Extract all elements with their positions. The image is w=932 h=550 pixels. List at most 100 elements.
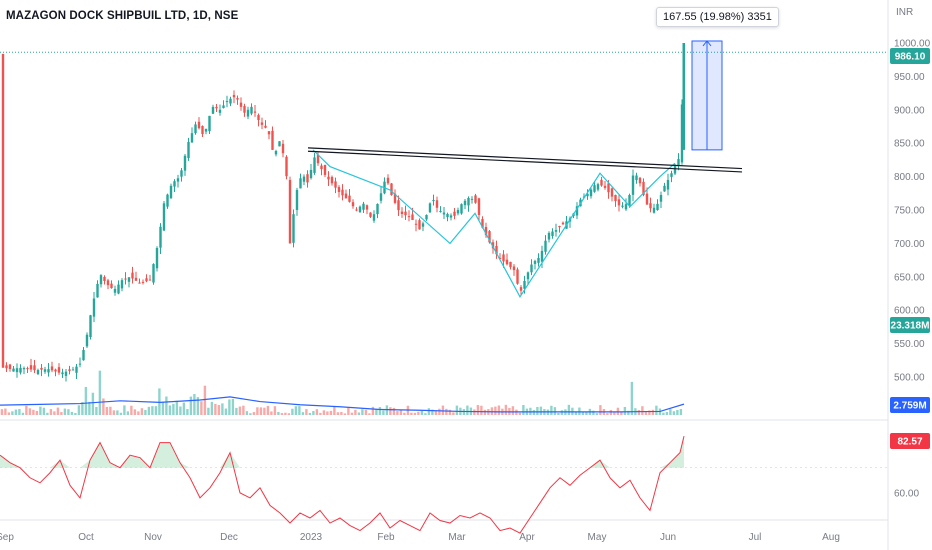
candle-body (554, 230, 558, 232)
candle-body (197, 121, 201, 129)
rsi-tick-label: 60.00 (894, 488, 919, 499)
last-price-badge-bg (890, 48, 930, 64)
candle-body (488, 231, 491, 243)
candle-body (253, 111, 257, 113)
candle-body (180, 170, 183, 177)
price-tick-label: 700.00 (894, 239, 925, 250)
time-tick-label: May (588, 532, 607, 543)
volume-bar (263, 407, 266, 415)
volume-bar (504, 404, 508, 415)
volume-bar (53, 411, 56, 415)
volume-bar (39, 406, 42, 415)
candle-body (96, 283, 99, 298)
candle-body (19, 367, 22, 373)
candle-body (15, 368, 19, 373)
volume-bar (644, 411, 648, 415)
candle-body (372, 214, 376, 221)
candle-body (246, 109, 250, 117)
volume-bar (438, 408, 441, 415)
candle-body (551, 231, 554, 237)
candle-body (155, 247, 159, 269)
volume-bar (560, 410, 564, 415)
volume-bar (32, 409, 35, 415)
volume-bar (630, 381, 634, 415)
candle-body (201, 126, 204, 135)
candle-body (358, 206, 362, 212)
volume-bar (497, 405, 501, 415)
candle-body (5, 365, 8, 369)
volume-bar (249, 413, 252, 415)
rsi-badge-bg (890, 433, 930, 449)
candle-body (239, 102, 243, 107)
volume-bar (312, 410, 315, 415)
volume-bar (455, 405, 459, 415)
volume-bar (315, 409, 319, 415)
candle-body (169, 185, 173, 199)
volume-bar (627, 410, 630, 415)
volume-bar (536, 406, 539, 415)
volume-bar (308, 412, 312, 415)
rsi-overbought-fill (0, 436, 684, 468)
volume-bar (203, 385, 207, 415)
candle-body (85, 334, 89, 347)
volume-bar (28, 408, 32, 415)
candle-body (589, 189, 593, 197)
candle-body (491, 242, 495, 249)
candle-body (278, 141, 281, 147)
volume-bar (238, 406, 242, 415)
volume-bar (382, 410, 385, 415)
candle-body (334, 181, 337, 188)
candle-body (176, 178, 180, 182)
volume-bar (368, 413, 371, 415)
volume-bar (42, 407, 46, 415)
candle-body (656, 203, 659, 211)
candle-body (64, 371, 68, 376)
volume-bar (420, 410, 424, 415)
volume-bar (343, 413, 347, 415)
volume-bar (427, 408, 431, 415)
candle-body (12, 368, 15, 372)
volume-series (0, 370, 683, 415)
candle-body (190, 133, 194, 143)
candle-body (71, 369, 75, 371)
volume-bar (480, 405, 483, 415)
volume-bar (553, 407, 557, 415)
candle-body (663, 185, 666, 192)
volume-bar (35, 410, 39, 415)
volume-bar (672, 411, 676, 415)
volume-bar (350, 412, 354, 415)
candle-body (603, 185, 607, 188)
volume-bar (130, 405, 133, 415)
candle-body (509, 261, 512, 268)
time-tick-label: 2023 (300, 532, 323, 543)
candle-body (320, 165, 323, 170)
time-tick-label: Sep (0, 532, 14, 543)
candle-body (204, 129, 208, 132)
symbol-title[interactable]: MAZAGON DOCK SHIPBUIL LTD, 1D, NSE (6, 10, 239, 22)
volume-bar (655, 405, 658, 415)
candle-body (379, 193, 383, 201)
candle-body (47, 369, 50, 373)
candle-body (348, 195, 351, 202)
volume-bar (336, 412, 340, 415)
volume-bar (21, 412, 25, 415)
candle-body (425, 215, 428, 220)
volume-bar (137, 411, 140, 415)
volume-bar (371, 406, 375, 415)
volume-bar (669, 409, 672, 415)
volume-bar (102, 398, 105, 415)
candle-body (484, 227, 488, 236)
candle-body (309, 169, 313, 179)
volume-bar (105, 406, 109, 415)
volume-badge: 23.318M (891, 321, 930, 332)
volume-bar (18, 409, 21, 415)
candle-body (22, 368, 26, 370)
candle-body (344, 193, 348, 199)
currency-label[interactable]: INR (896, 7, 914, 18)
candle-body (117, 284, 120, 294)
volume-bar (511, 406, 515, 415)
volume-bar (284, 412, 287, 415)
volume-bar (210, 401, 214, 415)
volume-bar (256, 407, 259, 415)
